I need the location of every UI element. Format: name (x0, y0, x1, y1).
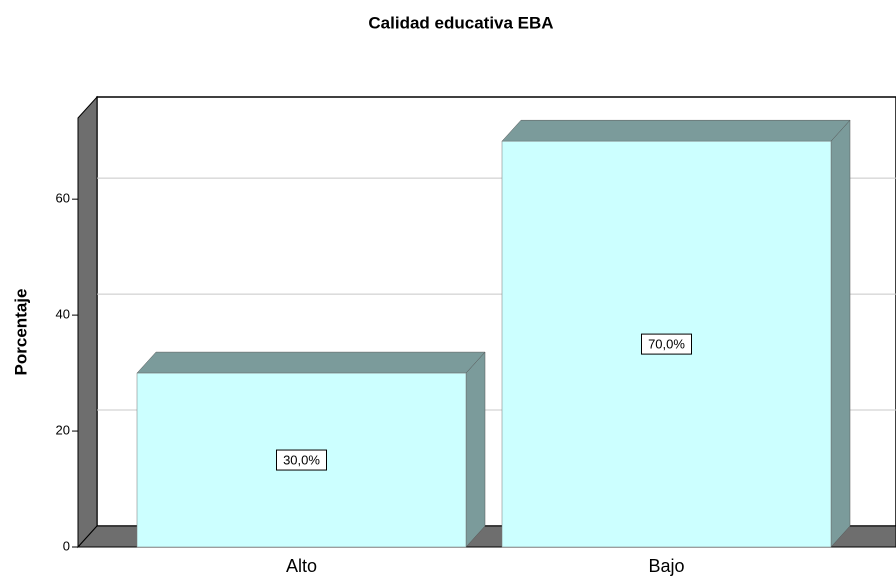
value-label-box (276, 449, 327, 471)
bar-top (501, 119, 851, 142)
value-label: 70,0% (648, 337, 685, 352)
x-tick-label: Alto (286, 556, 317, 576)
chart-title: Calidad educativa EBA (368, 13, 553, 32)
bar-side (830, 119, 851, 548)
y-axis-label: Porcentaje (11, 289, 30, 376)
y-tick-label: 40 (56, 307, 70, 322)
y-tick-label: 20 (56, 422, 70, 437)
y-tick-label: 0 (63, 538, 70, 553)
y-tick-label: 60 (56, 191, 70, 206)
value-label: 30,0% (283, 452, 320, 467)
value-label-box (641, 333, 692, 355)
bar-top (136, 351, 486, 374)
x-tick-label: Bajo (648, 556, 684, 576)
bar-side (465, 351, 486, 548)
left-wall (77, 95, 98, 549)
